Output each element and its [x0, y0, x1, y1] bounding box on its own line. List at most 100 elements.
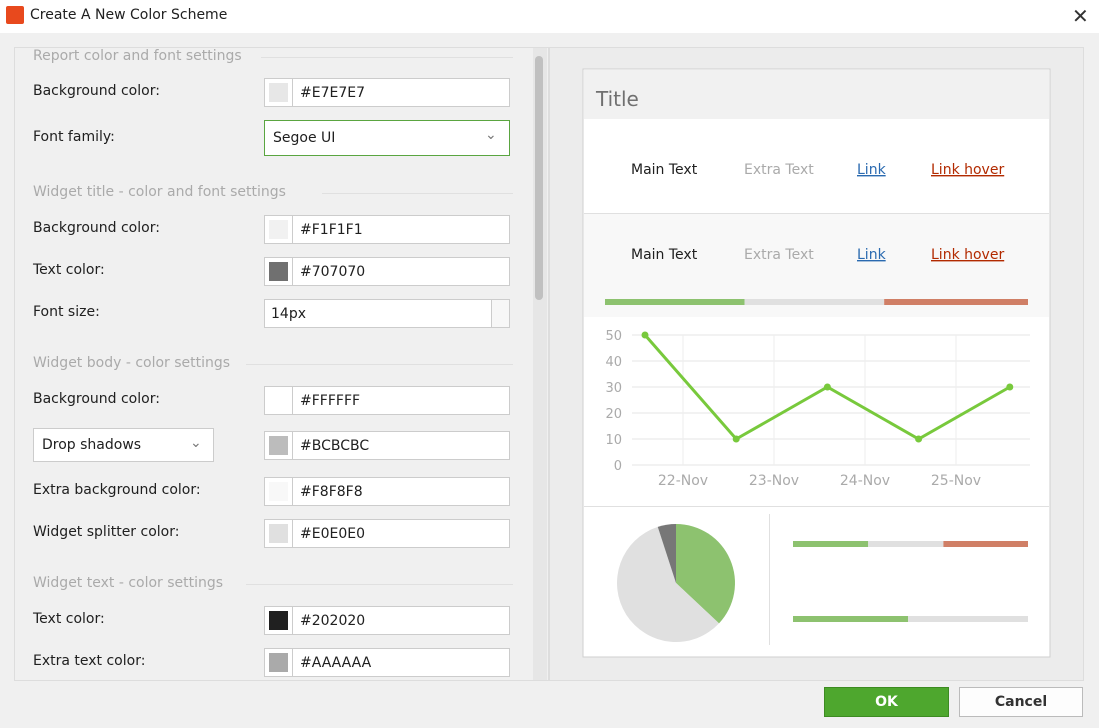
- dropdown-label: Drop shadows: [42, 437, 142, 453]
- color-value: #BCBCBC: [300, 438, 370, 454]
- color-swatch: [269, 83, 288, 102]
- ok-button[interactable]: OK: [824, 687, 949, 717]
- section-rule: [245, 584, 513, 585]
- y-tick-label: 50: [605, 329, 622, 344]
- pie-slice: [657, 524, 676, 583]
- main-text: Main Text: [631, 247, 698, 263]
- section-rule: [321, 193, 513, 194]
- bar-segment: [744, 299, 885, 305]
- color-swatch: [269, 524, 288, 543]
- link-hover: Link hover: [931, 247, 1004, 263]
- select-value: Segoe UI: [273, 130, 336, 146]
- color-swatch: [269, 220, 288, 239]
- scroll-thumb[interactable]: [535, 56, 543, 300]
- y-tick-label: 40: [605, 355, 622, 370]
- field-label: Extra background color:: [33, 482, 201, 498]
- x-tick-label: 25-Nov: [931, 473, 981, 489]
- bar-segment: [868, 541, 944, 547]
- color-input[interactable]: #E7E7E7: [292, 78, 510, 107]
- color-swatch-box[interactable]: [264, 606, 293, 635]
- color-value: #F8F8F8: [300, 484, 363, 500]
- window-title: Create A New Color Scheme: [30, 7, 228, 23]
- dropdown[interactable]: Drop shadows ⌄: [33, 428, 214, 462]
- point: [915, 435, 923, 443]
- field-label: Background color:: [33, 220, 160, 236]
- field-label: Background color:: [33, 391, 160, 407]
- color-input[interactable]: #AAAAAA: [292, 648, 510, 677]
- color-swatch: [269, 391, 288, 410]
- field-label: Text color:: [33, 262, 105, 278]
- bar-segment: [793, 616, 909, 622]
- field-label: Background color:: [33, 83, 160, 99]
- color-input[interactable]: #E0E0E0: [292, 519, 510, 548]
- bar-segment: [908, 616, 1028, 622]
- point: [1006, 383, 1014, 391]
- color-value: #E7E7E7: [300, 85, 365, 101]
- color-swatch: [269, 653, 288, 672]
- section-rule: [245, 364, 513, 365]
- color-input[interactable]: #BCBCBC: [292, 431, 510, 460]
- point: [641, 331, 649, 339]
- cancel-button[interactable]: Cancel: [959, 687, 1083, 717]
- x-tick-label: 24-Nov: [840, 473, 890, 489]
- section-rule: [261, 57, 513, 58]
- color-input[interactable]: #707070: [292, 257, 510, 286]
- spin-buttons: [491, 300, 509, 327]
- color-input[interactable]: #202020: [292, 606, 510, 635]
- section-heading: Widget text - color settings: [33, 575, 224, 591]
- color-input[interactable]: #F8F8F8: [292, 477, 510, 506]
- color-swatch-box[interactable]: [264, 519, 293, 548]
- field-label: Font size:: [33, 304, 100, 320]
- pie-slice: [676, 524, 735, 624]
- color-swatch-box[interactable]: [264, 477, 293, 506]
- color-swatch: [269, 262, 288, 281]
- spin-value: 14px: [271, 306, 306, 322]
- widget-title-bar: [584, 70, 1049, 119]
- section-heading: Widget body - color settings: [33, 355, 231, 371]
- color-value: #707070: [300, 264, 366, 280]
- y-tick-label: 30: [605, 381, 622, 396]
- scrollbar: [533, 48, 547, 680]
- link-hover: Link hover: [931, 162, 1004, 178]
- section-heading: Report color and font settings: [33, 48, 242, 64]
- select-box[interactable]: Segoe UI ⌄: [264, 120, 510, 156]
- point: [732, 435, 740, 443]
- field-label: Widget splitter color:: [33, 524, 180, 540]
- x-tick-label: 22-Nov: [658, 473, 708, 489]
- color-swatch-box[interactable]: [264, 648, 293, 677]
- color-swatch: [269, 436, 288, 455]
- pie-slice: [617, 526, 720, 642]
- bar-segment: [793, 541, 869, 547]
- field-label: Text color:: [33, 611, 105, 627]
- close-button[interactable]: ✕: [1072, 4, 1089, 28]
- app-icon: [6, 6, 24, 24]
- y-tick-label: 10: [605, 433, 622, 448]
- section-heading: Widget title - color and font settings: [33, 184, 286, 200]
- point: [823, 383, 831, 391]
- color-value: #F1F1F1: [300, 222, 363, 238]
- color-input[interactable]: #F1F1F1: [292, 215, 510, 244]
- y-tick-label: 20: [605, 407, 622, 422]
- settings-panel: Report color and font settings Background…: [14, 47, 549, 681]
- color-swatch-box[interactable]: [264, 257, 293, 286]
- title-bar: Create A New Color Scheme ✕: [0, 0, 1099, 33]
- field-label: Font family:: [33, 129, 115, 145]
- dropdown-arrow: ⌄: [190, 435, 202, 451]
- color-swatch: [269, 482, 288, 501]
- bar-segment: [884, 299, 1028, 305]
- link: Link: [857, 247, 887, 263]
- spin-box[interactable]: 14px: [264, 299, 510, 328]
- bar-segment: [943, 541, 1028, 547]
- main-text: Main Text: [631, 162, 698, 178]
- color-swatch-box[interactable]: [264, 215, 293, 244]
- color-swatch-box[interactable]: [264, 431, 293, 460]
- extra-text: Extra Text: [744, 162, 814, 178]
- color-value: #FFFFFF: [300, 393, 361, 409]
- select-arrow: ⌄: [485, 127, 497, 143]
- color-input[interactable]: #FFFFFF: [292, 386, 510, 415]
- x-tick-label: 23-Nov: [749, 473, 799, 489]
- widget-title: Title: [595, 87, 639, 111]
- extra-text: Extra Text: [744, 247, 814, 263]
